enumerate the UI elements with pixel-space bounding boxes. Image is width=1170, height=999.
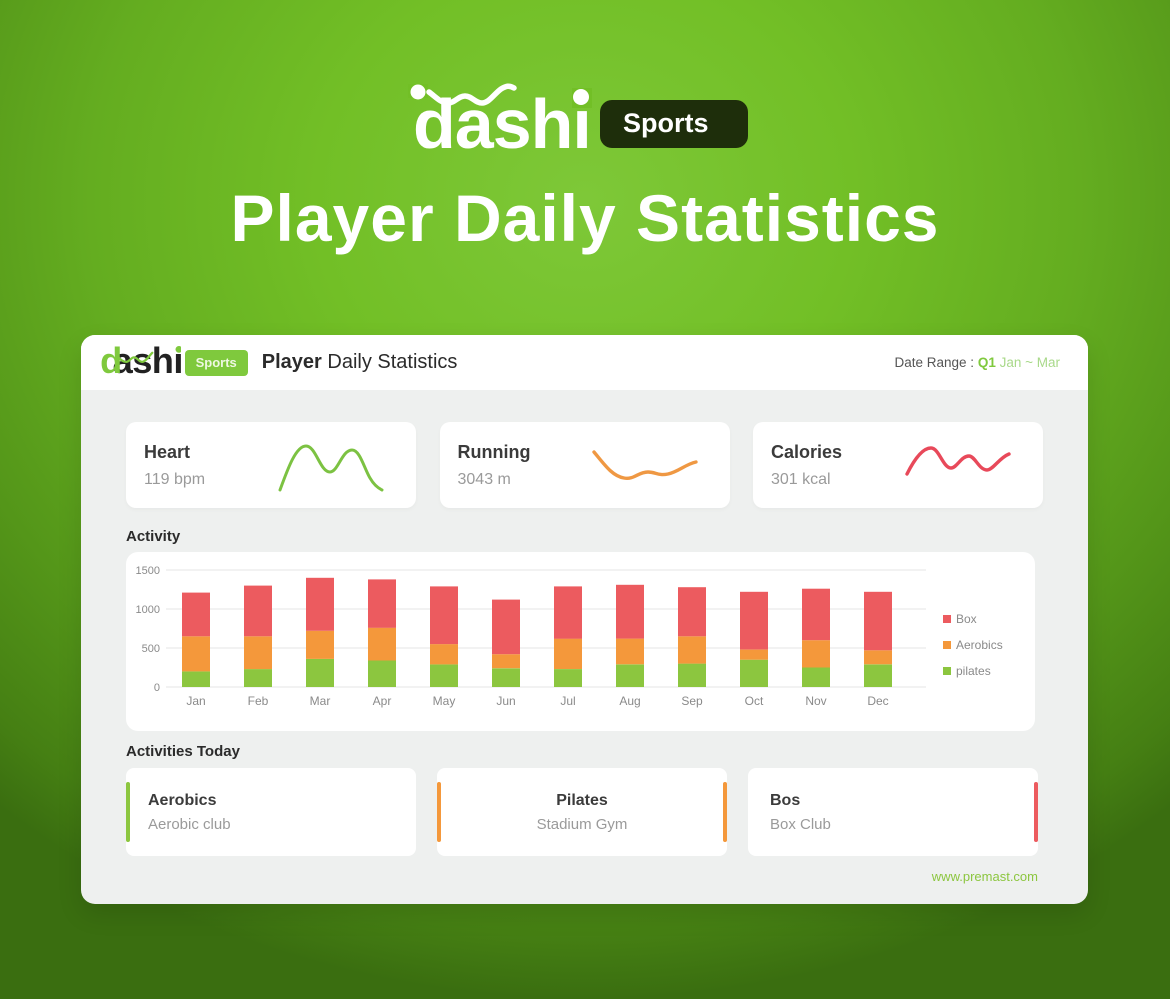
svg-text:Feb: Feb — [248, 694, 269, 708]
svg-text:Jul: Jul — [560, 694, 575, 708]
svg-text:Jan: Jan — [186, 694, 205, 708]
svg-text:0: 0 — [154, 682, 160, 694]
svg-text:Box: Box — [956, 612, 977, 626]
svg-text:500: 500 — [142, 643, 160, 655]
svg-text:Dec: Dec — [867, 694, 888, 708]
svg-text:dashi: dashi — [413, 85, 591, 163]
svg-text:May: May — [433, 694, 456, 708]
svg-text:Aug: Aug — [619, 694, 640, 708]
svg-text:1500: 1500 — [136, 565, 160, 577]
svg-text:Apr: Apr — [373, 694, 392, 708]
svg-text:ashi: ashi — [113, 346, 181, 380]
svg-text:Sports: Sports — [623, 108, 709, 138]
svg-text:pilates: pilates — [956, 664, 991, 678]
svg-text:1000: 1000 — [136, 604, 160, 616]
svg-text:Aerobics: Aerobics — [956, 638, 1003, 652]
svg-text:Oct: Oct — [745, 694, 764, 708]
svg-text:Mar: Mar — [310, 694, 331, 708]
svg-text:Jun: Jun — [496, 694, 515, 708]
svg-text:d: d — [100, 346, 122, 380]
svg-text:Sep: Sep — [681, 694, 703, 708]
svg-text:Nov: Nov — [805, 694, 826, 708]
